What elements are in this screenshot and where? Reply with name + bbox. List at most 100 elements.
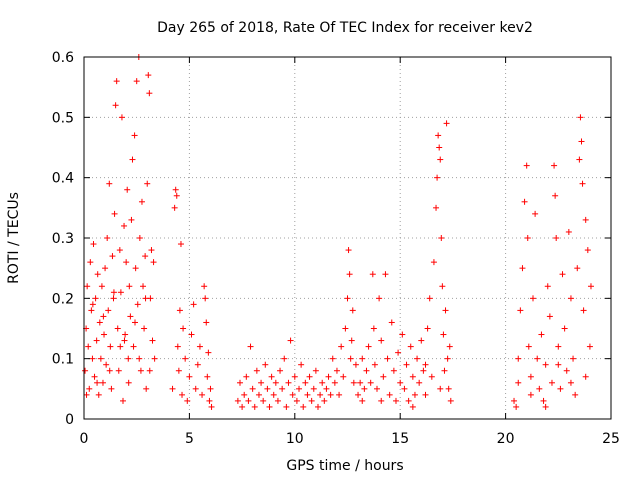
data-point bbox=[348, 337, 355, 344]
data-point bbox=[277, 367, 284, 374]
data-point bbox=[249, 385, 256, 392]
data-point bbox=[532, 210, 539, 217]
plot-frame bbox=[83, 56, 612, 420]
data-point bbox=[287, 337, 294, 344]
data-point bbox=[123, 259, 130, 266]
data-point bbox=[124, 186, 131, 193]
data-point bbox=[321, 397, 328, 404]
data-point bbox=[138, 198, 145, 205]
data-point bbox=[359, 355, 366, 362]
data-point bbox=[388, 319, 395, 326]
data-point bbox=[114, 325, 121, 332]
data-point bbox=[83, 391, 90, 398]
data-point bbox=[584, 247, 591, 254]
data-point bbox=[548, 379, 555, 386]
data-point bbox=[148, 247, 155, 254]
data-point bbox=[374, 385, 381, 392]
data-point bbox=[100, 313, 107, 320]
data-point bbox=[536, 385, 543, 392]
data-point bbox=[107, 343, 114, 350]
data-point bbox=[439, 283, 446, 290]
y-tick-label: 0 bbox=[65, 412, 74, 428]
data-point bbox=[116, 247, 123, 254]
data-point bbox=[378, 337, 385, 344]
data-point bbox=[433, 204, 440, 211]
data-point bbox=[587, 283, 594, 290]
data-point bbox=[551, 162, 558, 169]
grid-lines bbox=[84, 57, 611, 419]
data-point bbox=[281, 355, 288, 362]
data-point bbox=[447, 397, 454, 404]
data-point bbox=[317, 391, 324, 398]
data-point bbox=[329, 355, 336, 362]
data-point bbox=[85, 343, 92, 350]
y-tick-labels: 0 0.1 0.2 0.3 0.4 0.5 0.6 bbox=[52, 50, 74, 428]
data-point bbox=[113, 78, 120, 85]
y-tick-label: 0.3 bbox=[52, 231, 74, 247]
data-point bbox=[130, 343, 137, 350]
data-point bbox=[542, 403, 549, 410]
data-point bbox=[446, 343, 453, 350]
y-tick-label: 0.4 bbox=[52, 171, 74, 187]
data-point bbox=[145, 72, 152, 79]
data-point bbox=[143, 385, 150, 392]
data-point bbox=[106, 180, 113, 187]
data-point bbox=[133, 78, 140, 85]
data-point bbox=[369, 271, 376, 278]
data-point bbox=[92, 295, 99, 302]
data-point bbox=[407, 343, 414, 350]
data-point bbox=[186, 373, 193, 380]
data-point bbox=[302, 379, 309, 386]
data-point bbox=[411, 391, 418, 398]
data-point bbox=[426, 295, 433, 302]
data-point bbox=[513, 403, 520, 410]
data-point bbox=[136, 235, 143, 241]
data-point bbox=[272, 379, 279, 386]
data-point bbox=[544, 283, 551, 290]
data-point bbox=[310, 385, 317, 392]
data-point bbox=[580, 307, 587, 314]
data-point bbox=[128, 216, 135, 223]
data-point bbox=[173, 192, 180, 199]
data-point bbox=[196, 343, 203, 350]
data-point bbox=[247, 343, 254, 350]
data-point bbox=[268, 373, 275, 380]
data-point bbox=[121, 222, 128, 229]
data-point bbox=[346, 271, 353, 278]
data-point bbox=[367, 379, 374, 386]
data-point bbox=[251, 403, 258, 410]
data-point bbox=[553, 235, 560, 241]
data-point bbox=[371, 361, 378, 368]
data-point bbox=[436, 144, 443, 151]
data-point bbox=[108, 385, 115, 392]
data-point bbox=[420, 367, 427, 374]
data-point bbox=[97, 355, 104, 362]
data-point bbox=[203, 319, 210, 326]
data-point bbox=[109, 253, 116, 260]
data-point bbox=[279, 385, 286, 392]
data-point bbox=[338, 343, 345, 350]
data-point bbox=[378, 397, 385, 404]
data-point bbox=[361, 385, 368, 392]
data-point bbox=[555, 343, 562, 350]
data-point bbox=[245, 397, 252, 404]
data-point bbox=[440, 331, 447, 338]
data-point bbox=[93, 337, 100, 344]
data-point bbox=[177, 241, 184, 248]
data-point bbox=[443, 120, 450, 127]
data-point bbox=[82, 367, 89, 374]
data-point bbox=[132, 319, 139, 326]
data-point bbox=[172, 186, 179, 193]
data-point bbox=[395, 349, 402, 356]
data-point bbox=[234, 397, 241, 404]
data-point bbox=[260, 397, 267, 404]
data-point bbox=[403, 361, 410, 368]
data-point bbox=[442, 307, 449, 314]
y-tick-label: 0.6 bbox=[52, 50, 74, 66]
data-point bbox=[121, 337, 128, 344]
data-point bbox=[561, 325, 568, 332]
data-point bbox=[98, 283, 105, 290]
data-point bbox=[306, 373, 313, 380]
data-point bbox=[255, 391, 262, 398]
data-point bbox=[530, 295, 537, 302]
